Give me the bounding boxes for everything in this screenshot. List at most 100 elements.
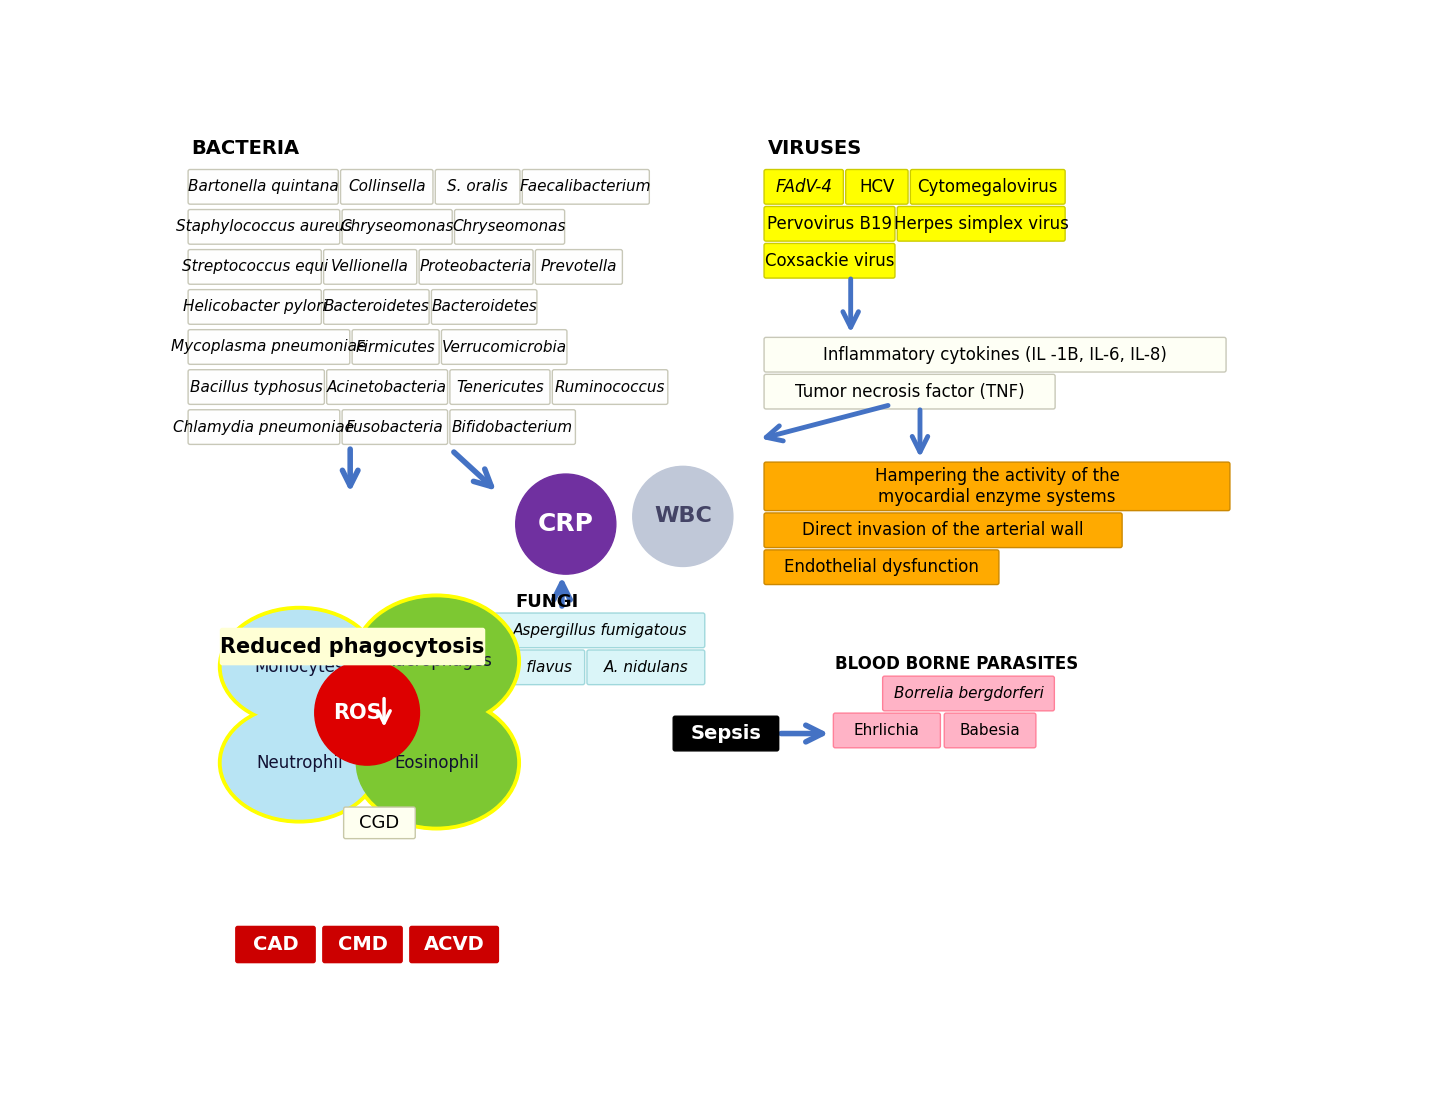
FancyBboxPatch shape	[897, 207, 1065, 241]
FancyBboxPatch shape	[552, 370, 668, 404]
FancyBboxPatch shape	[450, 370, 551, 404]
Ellipse shape	[352, 695, 521, 830]
Text: Hampering the activity of the
myocardial enzyme systems: Hampering the activity of the myocardial…	[875, 466, 1120, 506]
Text: Firmicutes: Firmicutes	[356, 339, 436, 355]
Text: Bifidobacterium: Bifidobacterium	[452, 419, 573, 435]
FancyBboxPatch shape	[432, 290, 536, 324]
Ellipse shape	[356, 700, 516, 826]
Text: Chryseomonas: Chryseomonas	[340, 219, 453, 234]
FancyBboxPatch shape	[236, 926, 315, 963]
Text: Monocytes: Monocytes	[255, 658, 345, 676]
Text: Prevotella: Prevotella	[541, 260, 618, 275]
FancyBboxPatch shape	[450, 410, 575, 445]
FancyBboxPatch shape	[323, 926, 402, 963]
Text: Borrelia bergdorferi: Borrelia bergdorferi	[894, 685, 1044, 701]
Text: Pervovirus B19: Pervovirus B19	[766, 215, 892, 233]
Text: Helicobacter pylori: Helicobacter pylori	[183, 299, 326, 314]
Text: CRP: CRP	[538, 512, 593, 537]
Text: Cytomegalovirus: Cytomegalovirus	[918, 177, 1058, 196]
Text: Mycoplasma pneumoniae: Mycoplasma pneumoniae	[172, 339, 366, 355]
FancyBboxPatch shape	[189, 330, 350, 365]
Text: Staphylococcus aureus: Staphylococcus aureus	[176, 219, 352, 234]
Ellipse shape	[219, 607, 380, 727]
FancyBboxPatch shape	[535, 250, 622, 285]
Text: Chryseomonas: Chryseomonas	[453, 219, 566, 234]
FancyBboxPatch shape	[845, 170, 908, 204]
Text: Neutrophil: Neutrophil	[256, 753, 343, 772]
FancyBboxPatch shape	[342, 209, 452, 244]
Text: Babesia: Babesia	[960, 723, 1021, 738]
FancyBboxPatch shape	[944, 713, 1035, 748]
Text: CGD: CGD	[359, 814, 399, 832]
Text: Tumor necrosis factor (TNF): Tumor necrosis factor (TNF)	[795, 382, 1024, 401]
FancyBboxPatch shape	[323, 250, 416, 285]
Text: Bacteroidetes: Bacteroidetes	[323, 299, 429, 314]
FancyBboxPatch shape	[764, 207, 895, 241]
FancyBboxPatch shape	[189, 209, 340, 244]
FancyBboxPatch shape	[764, 374, 1055, 410]
Ellipse shape	[223, 610, 376, 723]
Text: Proteobacteria: Proteobacteria	[420, 260, 532, 275]
FancyBboxPatch shape	[911, 170, 1065, 204]
FancyBboxPatch shape	[455, 209, 565, 244]
FancyBboxPatch shape	[834, 713, 941, 748]
FancyBboxPatch shape	[323, 290, 429, 324]
Text: BLOOD BORNE PARASITES: BLOOD BORNE PARASITES	[835, 655, 1078, 673]
FancyBboxPatch shape	[764, 462, 1230, 510]
FancyBboxPatch shape	[435, 170, 521, 204]
Ellipse shape	[223, 706, 376, 819]
Text: Ehrlichia: Ehrlichia	[854, 723, 919, 738]
FancyBboxPatch shape	[343, 807, 415, 839]
Ellipse shape	[356, 598, 516, 724]
Text: Direct invasion of the arterial wall: Direct invasion of the arterial wall	[802, 521, 1084, 539]
Text: Fusobacteria: Fusobacteria	[346, 419, 443, 435]
Text: Faecalibacterium: Faecalibacterium	[521, 180, 652, 194]
FancyBboxPatch shape	[764, 243, 895, 278]
Text: VIRUSES: VIRUSES	[768, 139, 862, 158]
Text: Streptococcus equi: Streptococcus equi	[182, 260, 327, 275]
Text: Endothelial dysfunction: Endothelial dysfunction	[784, 558, 980, 576]
FancyBboxPatch shape	[352, 330, 439, 365]
FancyBboxPatch shape	[189, 410, 340, 445]
FancyBboxPatch shape	[495, 650, 585, 684]
Text: ROS: ROS	[333, 703, 382, 723]
Text: ACVD: ACVD	[423, 935, 485, 954]
FancyBboxPatch shape	[326, 370, 448, 404]
Text: Chlamydia pneumoniae: Chlamydia pneumoniae	[173, 419, 355, 435]
Text: HCV: HCV	[859, 177, 895, 196]
Text: Collinsella: Collinsella	[347, 180, 426, 194]
Text: Bartonella quintana: Bartonella quintana	[187, 180, 339, 194]
FancyBboxPatch shape	[189, 290, 322, 324]
FancyBboxPatch shape	[189, 170, 339, 204]
Ellipse shape	[352, 595, 521, 728]
FancyBboxPatch shape	[882, 677, 1054, 711]
Text: Bacillus typhosus: Bacillus typhosus	[190, 380, 323, 394]
Text: FAdV-4: FAdV-4	[775, 177, 832, 196]
FancyBboxPatch shape	[410, 926, 499, 963]
Text: Coxsackie virus: Coxsackie virus	[765, 252, 894, 269]
FancyBboxPatch shape	[522, 170, 649, 204]
FancyBboxPatch shape	[674, 716, 779, 751]
Text: A. nidulans: A. nidulans	[603, 660, 688, 675]
Text: Eosinophil: Eosinophil	[395, 753, 479, 772]
Text: Bacteroidetes: Bacteroidetes	[432, 299, 538, 314]
Text: WBC: WBC	[654, 506, 712, 527]
FancyBboxPatch shape	[495, 613, 705, 647]
Text: Tenericutes: Tenericutes	[456, 380, 543, 394]
Text: CAD: CAD	[253, 935, 299, 954]
Text: Aspergillus fumigatous: Aspergillus fumigatous	[512, 623, 686, 638]
FancyBboxPatch shape	[419, 250, 533, 285]
FancyBboxPatch shape	[342, 410, 448, 445]
Text: A. flavus: A. flavus	[506, 660, 572, 675]
FancyBboxPatch shape	[442, 330, 566, 365]
FancyBboxPatch shape	[189, 370, 325, 404]
Text: Vellionella: Vellionella	[332, 260, 409, 275]
Text: Verrucomicrobia: Verrucomicrobia	[442, 339, 566, 355]
FancyBboxPatch shape	[764, 512, 1123, 548]
FancyBboxPatch shape	[586, 650, 705, 684]
Ellipse shape	[219, 703, 380, 822]
Text: Macrophages: Macrophages	[380, 653, 492, 670]
FancyBboxPatch shape	[764, 170, 844, 204]
Text: Sepsis: Sepsis	[691, 724, 761, 744]
FancyBboxPatch shape	[764, 337, 1226, 372]
